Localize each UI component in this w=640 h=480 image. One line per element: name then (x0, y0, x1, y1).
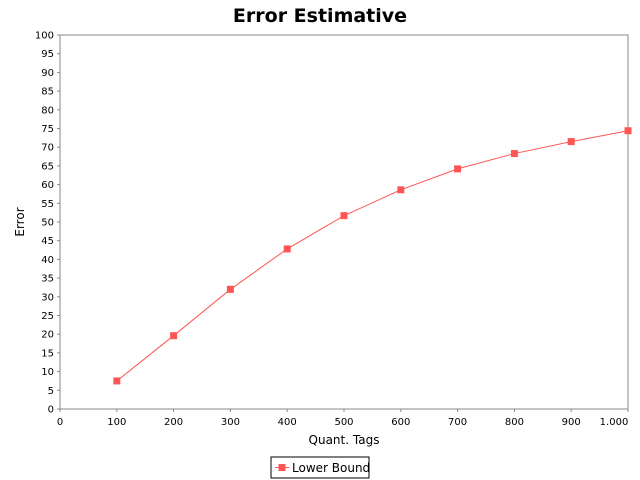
data-point-marker (113, 377, 121, 385)
data-point-marker (510, 150, 518, 158)
x-tick-label: 600 (391, 417, 410, 428)
y-tick-label: 50 (41, 218, 54, 229)
x-tick-label: 300 (221, 417, 240, 428)
y-tick-label: 75 (41, 124, 54, 135)
y-tick-label: 35 (41, 274, 54, 285)
data-point-marker (567, 138, 575, 146)
x-tick-label: 1.000 (600, 417, 629, 428)
data-point-marker (397, 186, 405, 194)
legend: Lower Bound (270, 456, 370, 479)
y-tick-label: 80 (41, 105, 54, 116)
y-tick-label: 30 (41, 292, 54, 303)
y-axis-ticks: 0 5 10 15 20 25 30 35 40 45 50 55 60 65 70 75 80 85 90 95 10… (35, 31, 60, 416)
x-tick-label: 400 (278, 417, 297, 428)
legend-marker-swatch (278, 464, 286, 471)
y-tick-label: 100 (35, 31, 54, 42)
x-tick-label: 200 (164, 417, 183, 428)
x-tick-label: 0 (57, 417, 63, 428)
data-point-marker (226, 285, 234, 293)
y-tick-label: 40 (41, 255, 54, 266)
plot-area (59, 34, 629, 410)
x-tick-label: 100 (107, 417, 126, 428)
chart-title: Error Estimative (233, 5, 407, 27)
x-axis-ticks: 0 100 200 300 400 500 600 700 800 900 1.000 (57, 409, 629, 428)
series-group (113, 127, 632, 385)
y-tick-label: 10 (41, 367, 54, 378)
y-tick-label: 70 (41, 143, 54, 154)
data-point-marker (340, 212, 348, 220)
legend-box (270, 456, 370, 479)
x-tick-label: 500 (334, 417, 353, 428)
y-tick-label: 5 (48, 386, 54, 397)
series-line (116, 130, 629, 382)
y-tick-label: 90 (41, 68, 54, 79)
y-tick-label: 60 (41, 180, 54, 191)
data-point-marker (283, 245, 291, 253)
y-tick-label: 65 (41, 161, 54, 172)
x-tick-label: 800 (505, 417, 524, 428)
data-point-marker (454, 165, 462, 173)
y-tick-label: 45 (41, 236, 54, 247)
data-point-marker (624, 127, 632, 135)
legend-entry-label: Lower Bound (292, 461, 370, 475)
y-tick-label: 55 (41, 199, 54, 210)
y-tick-label: 95 (41, 49, 54, 60)
y-tick-label: 15 (41, 348, 54, 359)
data-point-marker (170, 332, 178, 340)
y-tick-label: 0 (48, 405, 54, 416)
x-tick-label: 900 (562, 417, 581, 428)
y-tick-label: 85 (41, 87, 54, 98)
x-axis-label: Quant. Tags (309, 433, 380, 447)
y-tick-label: 25 (41, 311, 54, 322)
x-tick-label: 700 (448, 417, 467, 428)
y-axis-label: Error (13, 207, 27, 236)
y-tick-label: 20 (41, 330, 54, 341)
